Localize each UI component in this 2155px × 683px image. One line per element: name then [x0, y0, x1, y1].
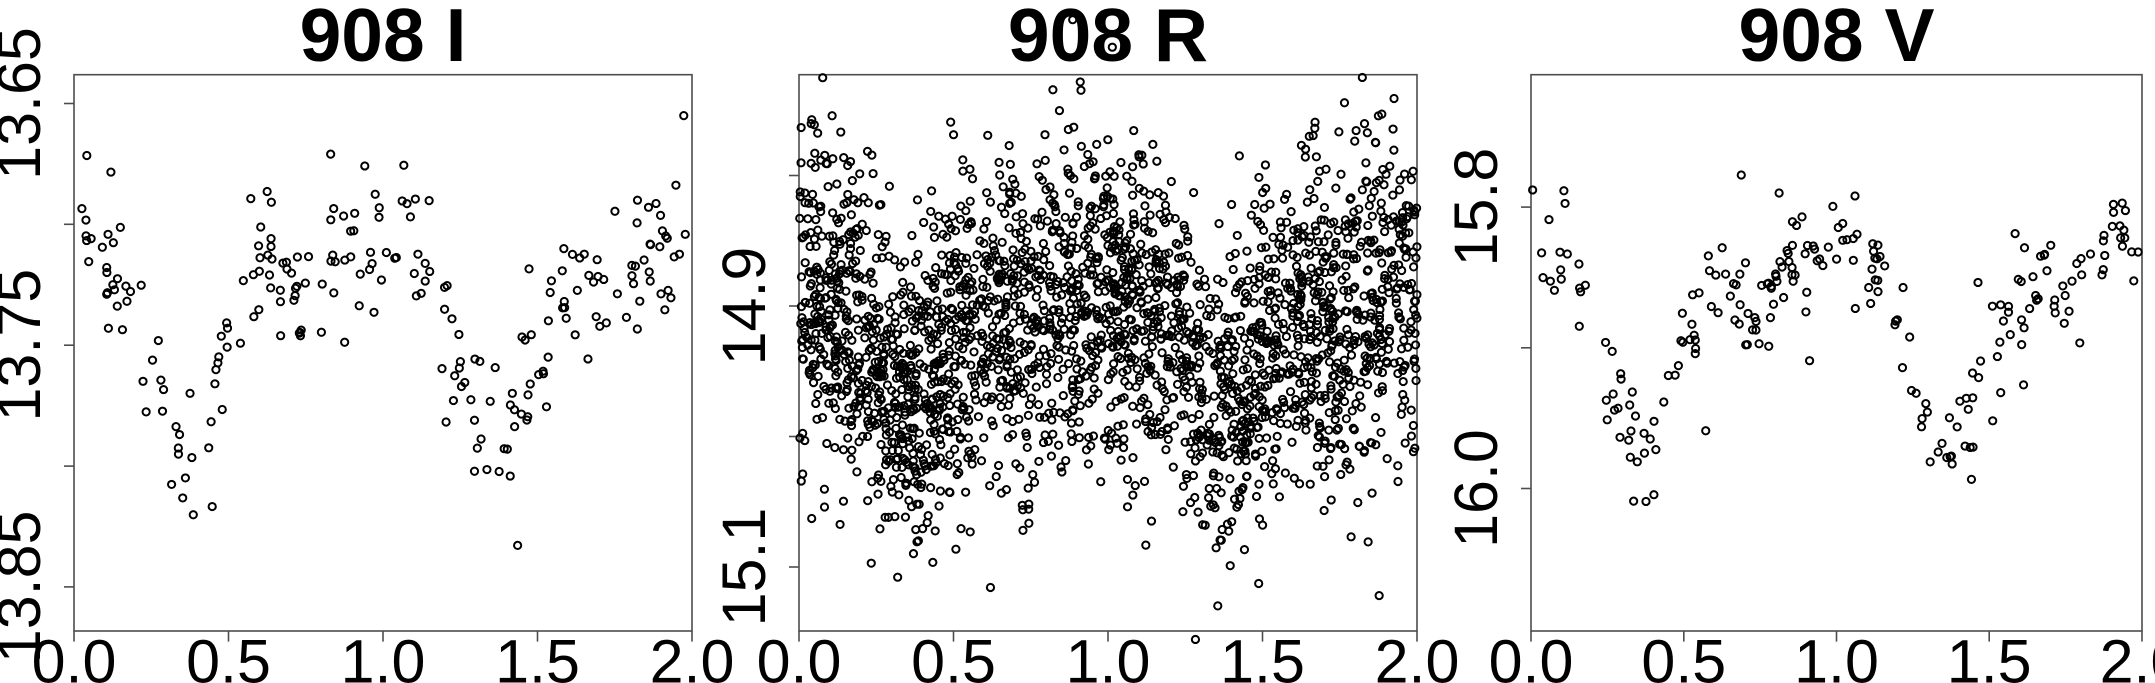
svg-text:908 I: 908 I [300, 0, 467, 77]
svg-text:0.0: 0.0 [757, 628, 842, 683]
svg-text:908 R: 908 R [1008, 0, 1208, 77]
svg-text:0.5: 0.5 [911, 628, 996, 683]
svg-text:1.0: 1.0 [1794, 628, 1879, 683]
svg-text:1.5: 1.5 [1220, 628, 1305, 683]
svg-text:14.9: 14.9 [710, 247, 778, 366]
svg-text:1.5: 1.5 [495, 628, 580, 683]
svg-text:0.5: 0.5 [186, 628, 271, 683]
svg-text:13.75: 13.75 [0, 269, 53, 422]
svg-text:2.0: 2.0 [2100, 628, 2155, 683]
svg-text:908 V: 908 V [1739, 0, 1935, 77]
svg-text:15.8: 15.8 [1442, 148, 1510, 267]
svg-text:13.85: 13.85 [0, 511, 53, 664]
svg-text:16.0: 16.0 [1442, 429, 1510, 548]
svg-text:0.0: 0.0 [1489, 628, 1574, 683]
svg-text:13.65: 13.65 [0, 27, 53, 180]
svg-text:2.0: 2.0 [650, 628, 735, 683]
svg-text:15.1: 15.1 [710, 508, 778, 627]
svg-text:2.0: 2.0 [1375, 628, 1460, 683]
svg-text:1.5: 1.5 [1947, 628, 2032, 683]
svg-text:1.0: 1.0 [1066, 628, 1151, 683]
svg-text:0.5: 0.5 [1641, 628, 1726, 683]
svg-text:1.0: 1.0 [341, 628, 426, 683]
